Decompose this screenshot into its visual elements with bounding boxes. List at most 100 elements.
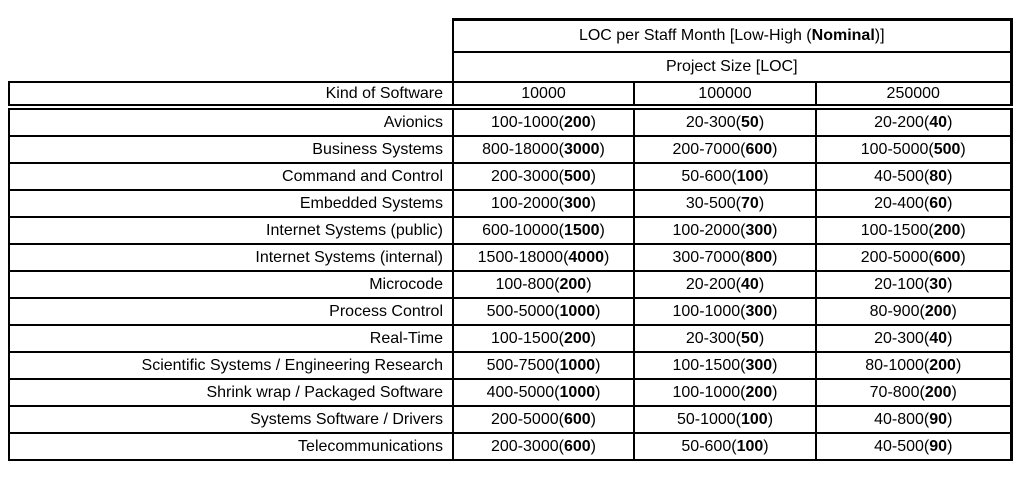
table-row: Scientific Systems / Engineering Researc… [8, 351, 1013, 380]
paren-close: ) [947, 275, 953, 293]
paren-close: ) [586, 275, 592, 293]
paren-close: ) [951, 302, 957, 320]
table-row: Real-Time 100-1500(200) 20-300(50) 20-30… [8, 324, 1013, 353]
value-cell-size-250000: 200-5000(600) [815, 243, 1013, 272]
loc-nominal: 600 [563, 410, 591, 428]
value-cell-size-250000: 40-500(90) [815, 432, 1013, 461]
table-subtitle: Project Size [LOC] [452, 51, 1013, 82]
paren-close: ) [758, 275, 765, 293]
row-label: Command and Control [8, 162, 454, 191]
loc-range: 80-900( [869, 302, 925, 320]
value-cell-size-10000: 100-2000(300) [452, 189, 635, 218]
row-label: Real-Time [8, 324, 454, 353]
loc-range: 20-300( [874, 329, 930, 347]
value-cell-size-250000: 100-5000(500) [815, 135, 1013, 164]
paren-close: ) [595, 383, 601, 401]
loc-nominal: 50 [741, 113, 759, 131]
paren-close: ) [763, 437, 769, 455]
table-row: Internet Systems (internal) 1500-18000(4… [8, 243, 1013, 272]
paren-close: ) [955, 356, 962, 374]
loc-range: 20-300( [685, 113, 742, 131]
paren-close: ) [947, 194, 953, 212]
loc-range: 50-600( [681, 437, 737, 455]
value-cell-size-100000: 30-500(70) [633, 189, 817, 218]
loc-nominal: 1000 [559, 356, 596, 374]
table-row: Command and Control 200-3000(500) 50-600… [8, 162, 1013, 191]
loc-nominal: 3000 [563, 140, 600, 158]
value-cell-size-100000: 50-600(100) [633, 432, 817, 461]
paren-close: ) [947, 437, 953, 455]
loc-range: 800-18000( [482, 140, 564, 158]
paren-close: ) [590, 113, 596, 131]
table-row: Microcode 100-800(200) 20-200(40) 20-100… [8, 270, 1013, 299]
loc-range: 20-400( [874, 194, 930, 212]
blank-cell [9, 52, 453, 82]
paren-close: ) [772, 356, 778, 374]
paren-close: ) [947, 329, 953, 347]
paren-close: ) [960, 140, 966, 158]
paren-close: ) [758, 194, 765, 212]
loc-range: 200-3000( [491, 437, 564, 455]
row-label: Process Control [8, 297, 454, 326]
paren-close: ) [772, 383, 778, 401]
value-cell-size-250000: 20-300(40) [815, 324, 1013, 353]
loc-nominal: 90 [929, 437, 948, 455]
paren-close: ) [767, 410, 774, 428]
loc-nominal: 70 [741, 194, 759, 212]
loc-nominal: 300 [745, 356, 773, 374]
row-label: Microcode [8, 270, 454, 299]
value-cell-size-100000: 50-1000(100) [633, 405, 817, 434]
paren-close: ) [595, 356, 601, 374]
paren-close: ) [590, 437, 596, 455]
loc-nominal: 200 [563, 113, 591, 131]
loc-range: 300-7000( [672, 248, 746, 266]
value-cell-size-10000: 200-5000(600) [452, 405, 635, 434]
value-cell-size-10000: 100-800(200) [452, 270, 635, 299]
column-header-size-10000: 10000 [452, 81, 635, 110]
loc-range: 200-3000( [491, 167, 564, 185]
loc-range: 40-500( [874, 437, 930, 455]
value-cell-size-250000: 70-800(200) [815, 378, 1013, 407]
value-cell-size-10000: 100-1000(200) [452, 106, 635, 137]
value-cell-size-10000: 200-3000(500) [452, 162, 635, 191]
value-cell-size-100000: 20-300(50) [633, 324, 817, 353]
table-title: LOC per Staff Month [Low-High (Nominal)] [452, 18, 1013, 53]
table-title-prefix: LOC per Staff Month [Low-High ( [578, 27, 812, 44]
value-cell-size-100000: 20-300(50) [633, 106, 817, 137]
loc-range: 40-500( [874, 167, 930, 185]
table-body: Avionics 100-1000(200) 20-300(50) 20-200… [8, 106, 1013, 461]
value-cell-size-10000: 500-7500(1000) [452, 351, 635, 380]
row-label: Embedded Systems [8, 189, 454, 218]
value-cell-size-100000: 100-2000(300) [633, 216, 817, 245]
paren-close: ) [947, 410, 953, 428]
loc-nominal: 600 [933, 248, 961, 266]
loc-range: 200-5000( [860, 248, 934, 266]
value-cell-size-10000: 800-18000(3000) [452, 135, 635, 164]
loc-range: 100-1000( [672, 383, 746, 401]
loc-range: 20-200( [685, 275, 742, 293]
loc-range: 1500-18000( [477, 248, 569, 266]
column-header-size-250000: 250000 [815, 81, 1013, 110]
loc-range: 500-7500( [486, 356, 560, 374]
loc-nominal: 60 [929, 194, 948, 212]
loc-nominal: 1000 [559, 302, 596, 320]
value-cell-size-100000: 100-1000(200) [633, 378, 817, 407]
value-cell-size-100000: 200-7000(600) [633, 135, 817, 164]
loc-nominal: 1500 [563, 221, 600, 239]
loc-nominal: 200 [924, 302, 952, 320]
loc-nominal: 200 [559, 275, 587, 293]
paren-close: ) [960, 221, 966, 239]
paren-close: ) [772, 302, 778, 320]
value-cell-size-250000: 40-800(90) [815, 405, 1013, 434]
loc-range: 100-2000( [491, 194, 564, 212]
table-row: Shrink wrap / Packaged Software 400-5000… [8, 378, 1013, 407]
column-header-kind-of-software: Kind of Software [8, 81, 454, 110]
table-row: Business Systems 800-18000(3000) 200-700… [8, 135, 1013, 164]
table-row: Telecommunications 200-3000(600) 50-600(… [8, 432, 1013, 461]
row-label: Avionics [8, 106, 454, 137]
loc-range: 20-300( [685, 329, 742, 347]
loc-range: 50-1000( [676, 410, 741, 428]
loc-range: 100-1000( [672, 302, 746, 320]
row-label: Internet Systems (internal) [8, 243, 454, 272]
value-cell-size-10000: 200-3000(600) [452, 432, 635, 461]
